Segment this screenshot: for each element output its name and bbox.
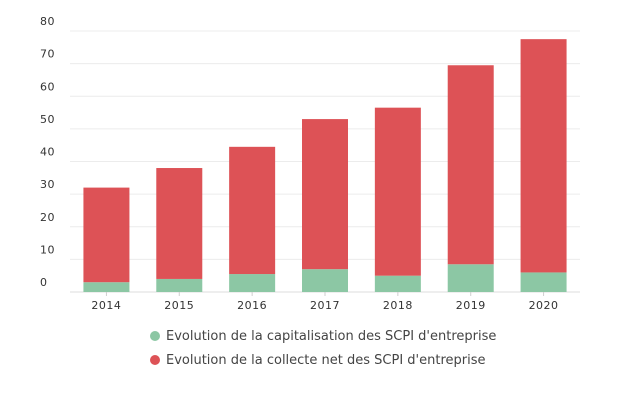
legend-item-capitalisation: Evolution de la capitalisation des SCPI …: [150, 324, 496, 348]
y-tick-label-60: 60: [40, 80, 55, 93]
bar-2017-series-1: [302, 119, 348, 270]
x-tick-label-2017: 2017: [310, 299, 340, 312]
bar-2015-series-0: [156, 278, 203, 292]
y-tick-label-70: 70: [40, 48, 55, 61]
bar-2016-series-0: [229, 274, 276, 292]
bar-2020-series-0: [520, 272, 567, 292]
x-tick-label-2014: 2014: [91, 299, 121, 312]
legend-marker-capitalisation: [150, 331, 160, 341]
bar-2014-series-0: [83, 282, 130, 292]
x-tick-label-2020: 2020: [529, 299, 559, 312]
bar-2017-series-0: [302, 269, 348, 292]
bar-2018-series-1: [374, 107, 421, 276]
legend-label-capitalisation: Evolution de la capitalisation des SCPI …: [166, 328, 497, 344]
x-tick-label-2018: 2018: [383, 299, 413, 312]
legend-marker-collecte: [150, 355, 160, 365]
bar-2018-series-0: [374, 275, 421, 292]
bar-2014-series-1: [83, 187, 130, 283]
x-tick-label-2015: 2015: [164, 299, 194, 312]
y-tick-label-30: 30: [40, 178, 55, 191]
y-tick-label-0: 0: [40, 276, 48, 289]
y-tick-label-10: 10: [40, 243, 55, 256]
bar-2020-series-1: [520, 39, 567, 273]
legend: Evolution de la capitalisation des SCPI …: [150, 324, 496, 372]
legend-label-collecte: Evolution de la collecte net des SCPI d'…: [166, 352, 486, 368]
bar-2015-series-1: [156, 168, 203, 279]
bar-2019-series-0: [447, 264, 494, 292]
bar-2019-series-1: [447, 65, 494, 265]
bar-2016-series-1: [229, 146, 276, 275]
plot-area: 0 10 20 30 40 50 60 70 80 2014 2015 2016 2017 2018 201…: [40, 15, 580, 312]
x-tick-label-2019: 2019: [456, 299, 486, 312]
y-tick-label-50: 50: [40, 113, 55, 126]
y-tick-label-40: 40: [40, 146, 55, 159]
y-tick-label-80: 80: [40, 15, 55, 28]
legend-item-collecte: Evolution de la collecte net des SCPI d'…: [150, 348, 496, 372]
y-tick-label-20: 20: [40, 211, 55, 224]
x-tick-label-2016: 2016: [237, 299, 267, 312]
